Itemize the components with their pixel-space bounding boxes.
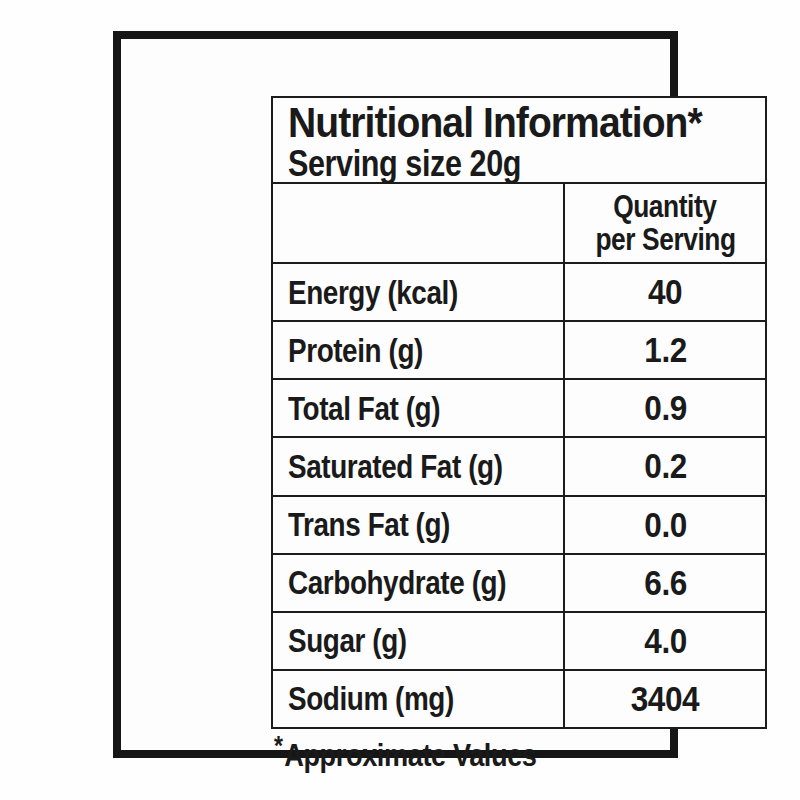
table-row: Saturated Fat (g) 0.2	[273, 436, 765, 494]
row-label: Protein (g)	[273, 322, 563, 378]
row-value: 0.0	[563, 497, 765, 553]
row-label: Sodium (mg)	[273, 671, 563, 727]
row-label-text: Protein (g)	[288, 331, 423, 370]
footnote: *Approximate Values	[274, 731, 537, 774]
column-header-line1: Quantity	[613, 190, 716, 223]
row-value: 1.2	[563, 322, 765, 378]
column-header-row: Quantity per Serving	[273, 184, 765, 262]
row-label-text: Sugar (g)	[288, 621, 407, 660]
table-row: Protein (g) 1.2	[273, 320, 765, 378]
row-value: 40	[563, 264, 765, 320]
row-label-text: Trans Fat (g)	[288, 505, 450, 544]
title-block: Nutritional Information* Serving size 20…	[273, 98, 765, 184]
row-value-text: 40	[648, 272, 682, 312]
row-value-text: 0.2	[644, 446, 686, 486]
row-label: Energy (kcal)	[273, 264, 563, 320]
row-label-text: Total Fat (g)	[288, 389, 440, 428]
footnote-asterisk: *	[274, 731, 283, 761]
label-frame: Nutritional Information* Serving size 20…	[113, 31, 678, 758]
nutrition-table: Nutritional Information* Serving size 20…	[271, 96, 767, 729]
row-value: 0.9	[563, 380, 765, 436]
row-value-text: 4.0	[644, 621, 686, 661]
row-value: 3404	[563, 671, 765, 727]
row-value-text: 0.9	[644, 388, 686, 428]
row-value-text: 0.0	[644, 505, 686, 545]
row-value-text: 6.6	[644, 563, 686, 603]
label-title: Nutritional Information*	[288, 100, 724, 145]
row-value: 6.6	[563, 555, 765, 611]
row-label: Trans Fat (g)	[273, 497, 563, 553]
footnote-text: Approximate Values	[284, 737, 536, 773]
row-label: Saturated Fat (g)	[273, 438, 563, 494]
row-label-text: Sodium (mg)	[288, 679, 454, 718]
table-row: Sugar (g) 4.0	[273, 611, 765, 669]
row-value: 4.0	[563, 613, 765, 669]
table-row: Carbohydrate (g) 6.6	[273, 553, 765, 611]
column-header-quantity: Quantity per Serving	[563, 184, 765, 262]
table-row: Total Fat (g) 0.9	[273, 378, 765, 436]
row-label-text: Carbohydrate (g)	[288, 563, 506, 602]
table-row: Trans Fat (g) 0.0	[273, 495, 765, 553]
row-label-text: Energy (kcal)	[288, 273, 458, 312]
column-header-empty-cell	[273, 184, 563, 262]
table-row: Sodium (mg) 3404	[273, 669, 765, 727]
row-value-text: 1.2	[644, 330, 686, 370]
row-label: Sugar (g)	[273, 613, 563, 669]
serving-size: Serving size 20g	[288, 145, 687, 183]
row-label: Total Fat (g)	[273, 380, 563, 436]
row-label: Carbohydrate (g)	[273, 555, 563, 611]
column-header-line2: per Serving	[595, 223, 735, 256]
row-value: 0.2	[563, 438, 765, 494]
table-row: Energy (kcal) 40	[273, 262, 765, 320]
row-value-text: 3404	[631, 679, 699, 719]
row-label-text: Saturated Fat (g)	[288, 447, 503, 486]
